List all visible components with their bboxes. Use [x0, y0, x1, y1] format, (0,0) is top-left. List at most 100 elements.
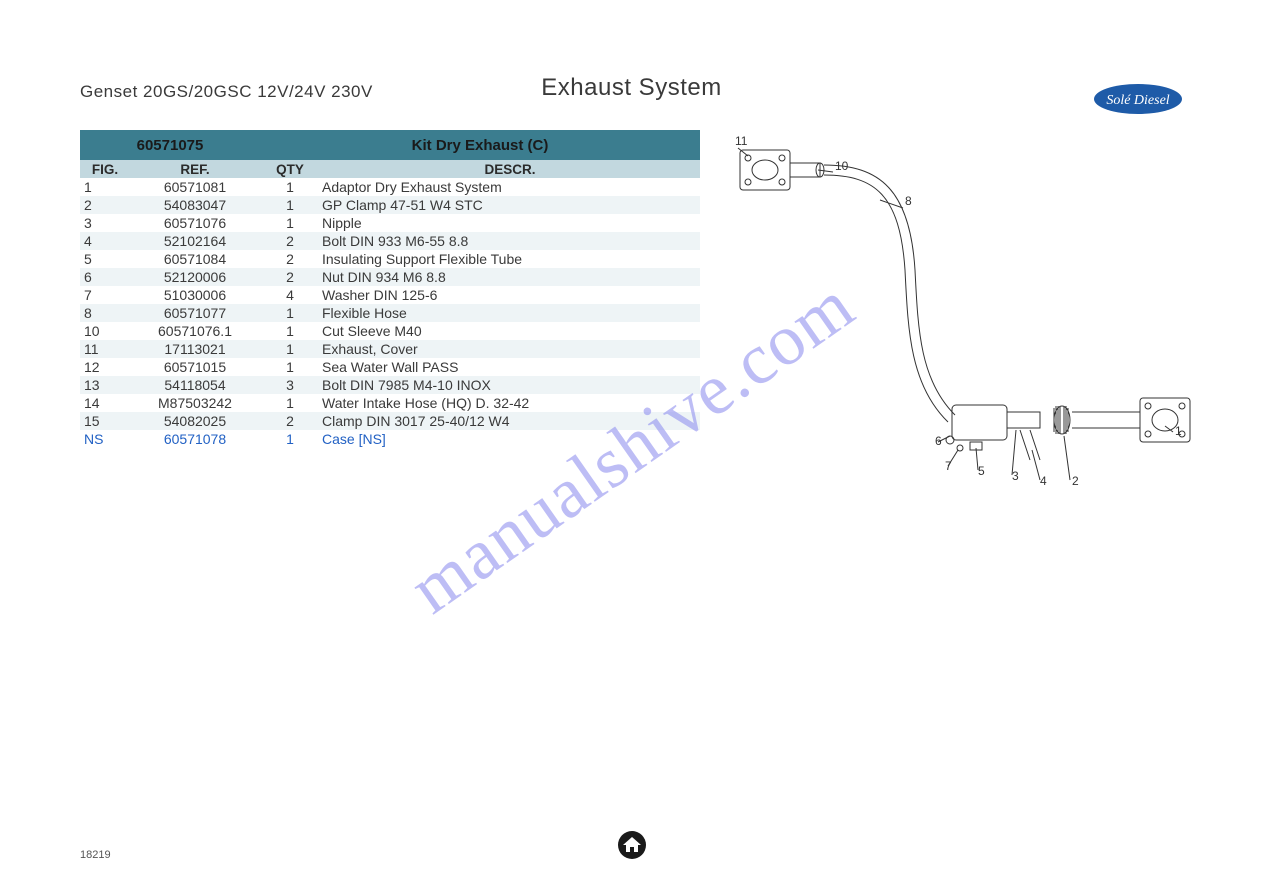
cell-desc: Nipple — [320, 214, 700, 232]
kit-part-number: 60571075 — [80, 130, 260, 160]
cell-qty: 1 — [260, 322, 320, 340]
cell-desc: Bolt DIN 933 M6-55 8.8 — [320, 232, 700, 250]
cell-desc: Washer DIN 125-6 — [320, 286, 700, 304]
col-header-fig: FIG. — [80, 160, 130, 178]
cell-ref: 54118054 — [130, 376, 260, 394]
callout-label: 7 — [945, 459, 952, 473]
cell-desc: Sea Water Wall PASS — [320, 358, 700, 376]
table-row: 15540820252Clamp DIN 3017 25-40/12 W4 — [80, 412, 700, 430]
table-row: 1060571076.11Cut Sleeve M40 — [80, 322, 700, 340]
cell-ref: 51030006 — [130, 286, 260, 304]
cell-desc: Insulating Support Flexible Tube — [320, 250, 700, 268]
callout-label: 3 — [1012, 469, 1019, 483]
table-title-row: 60571075 Kit Dry Exhaust (C) — [80, 130, 700, 160]
table-row: 1605710811Adaptor Dry Exhaust System — [80, 178, 700, 196]
callout-label: 4 — [1040, 474, 1047, 488]
cell-qty: 2 — [260, 268, 320, 286]
table-row: NS605710781Case [NS] — [80, 430, 700, 448]
cell-fig: 5 — [80, 250, 130, 268]
cell-fig: 7 — [80, 286, 130, 304]
cell-desc: Bolt DIN 7985 M4-10 INOX — [320, 376, 700, 394]
cell-qty: 2 — [260, 232, 320, 250]
cell-ref: 60571081 — [130, 178, 260, 196]
cell-qty: 1 — [260, 340, 320, 358]
table-row: 13541180543Bolt DIN 7985 M4-10 INOX — [80, 376, 700, 394]
cell-qty: 2 — [260, 250, 320, 268]
cell-fig: 8 — [80, 304, 130, 322]
callout-label: 2 — [1072, 474, 1079, 488]
cell-qty: 4 — [260, 286, 320, 304]
cell-ref: 60571077 — [130, 304, 260, 322]
table-row: 4521021642Bolt DIN 933 M6-55 8.8 — [80, 232, 700, 250]
col-header-qty: QTY — [260, 160, 320, 178]
parts-tbody: 1605710811Adaptor Dry Exhaust System2540… — [80, 178, 700, 448]
cell-ref: 60571076.1 — [130, 322, 260, 340]
table-row: 12605710151Sea Water Wall PASS — [80, 358, 700, 376]
cell-desc[interactable]: Case [NS] — [320, 430, 700, 448]
cell-qty: 1 — [260, 304, 320, 322]
cell-fig: 15 — [80, 412, 130, 430]
cell-fig: 14 — [80, 394, 130, 412]
cell-ref: 54083047 — [130, 196, 260, 214]
cell-desc: Exhaust, Cover — [320, 340, 700, 358]
table-row: 5605710842Insulating Support Flexible Tu… — [80, 250, 700, 268]
cell-ref: 60571076 — [130, 214, 260, 232]
cell-fig: 6 — [80, 268, 130, 286]
cell-desc: GP Clamp 47-51 W4 STC — [320, 196, 700, 214]
cell-fig: 1 — [80, 178, 130, 196]
table-header-row: FIG. REF. QTY DESCR. — [80, 160, 700, 178]
cell-ref: 17113021 — [130, 340, 260, 358]
callout-label: 6 — [935, 434, 942, 448]
cell-fig: 11 — [80, 340, 130, 358]
col-header-ref: REF. — [130, 160, 260, 178]
callout-label: 11 — [735, 134, 748, 148]
cell-fig: 12 — [80, 358, 130, 376]
cell-qty: 1 — [260, 196, 320, 214]
cell-desc: Water Intake Hose (HQ) D. 32-42 — [320, 394, 700, 412]
cell-ref[interactable]: 60571078 — [130, 430, 260, 448]
cell-qty: 3 — [260, 376, 320, 394]
cell-desc: Cut Sleeve M40 — [320, 322, 700, 340]
callout-label: 1 — [1175, 424, 1182, 438]
callout-label: 8 — [905, 194, 912, 208]
parts-table-wrap: 60571075 Kit Dry Exhaust (C) FIG. REF. Q… — [80, 130, 700, 510]
cell-fig: 2 — [80, 196, 130, 214]
cell-ref: 52102164 — [130, 232, 260, 250]
col-header-desc: DESCR. — [320, 160, 700, 178]
section-title: Exhaust System — [541, 74, 721, 102]
cell-ref: 52120006 — [130, 268, 260, 286]
table-row: 3605710761Nipple — [80, 214, 700, 232]
table-row: 14M875032421Water Intake Hose (HQ) D. 32… — [80, 394, 700, 412]
home-icon[interactable] — [617, 830, 647, 865]
cell-desc: Nut DIN 934 M6 8.8 — [320, 268, 700, 286]
model-label: Genset 20GS/20GSC 12V/24V 230V — [80, 82, 373, 102]
table-row: 2540830471GP Clamp 47-51 W4 STC — [80, 196, 700, 214]
page-header: Genset 20GS/20GSC 12V/24V 230V Exhaust S… — [80, 74, 1183, 114]
cell-qty: 2 — [260, 412, 320, 430]
parts-table: 60571075 Kit Dry Exhaust (C) FIG. REF. Q… — [80, 130, 700, 448]
cell-qty[interactable]: 1 — [260, 430, 320, 448]
brand-logo: Solé Diesel — [1093, 82, 1183, 121]
content-area: 60571075 Kit Dry Exhaust (C) FIG. REF. Q… — [80, 130, 1183, 510]
table-row: 7510300064Washer DIN 125-6 — [80, 286, 700, 304]
cell-qty: 1 — [260, 394, 320, 412]
page-number: 18219 — [80, 849, 111, 861]
cell-fig: 4 — [80, 232, 130, 250]
kit-name: Kit Dry Exhaust (C) — [260, 130, 700, 160]
cell-fig: 3 — [80, 214, 130, 232]
table-row: 11171130211Exhaust, Cover — [80, 340, 700, 358]
cell-qty: 1 — [260, 178, 320, 196]
table-row: 8605710771Flexible Hose — [80, 304, 700, 322]
cell-qty: 1 — [260, 214, 320, 232]
cell-ref: 54082025 — [130, 412, 260, 430]
cell-desc: Adaptor Dry Exhaust System — [320, 178, 700, 196]
cell-fig[interactable]: NS — [80, 430, 130, 448]
cell-ref: 60571084 — [130, 250, 260, 268]
cell-qty: 1 — [260, 358, 320, 376]
cell-desc: Flexible Hose — [320, 304, 700, 322]
callout-label: 10 — [835, 159, 849, 173]
exhaust-diagram: 111086753421 — [720, 130, 1183, 510]
cell-ref: 60571015 — [130, 358, 260, 376]
table-row: 6521200062Nut DIN 934 M6 8.8 — [80, 268, 700, 286]
logo-text: Solé Diesel — [1106, 93, 1169, 108]
